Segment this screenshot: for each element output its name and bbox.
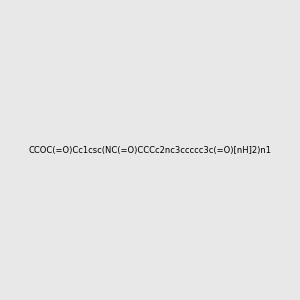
Text: CCOC(=O)Cc1csc(NC(=O)CCCc2nc3ccccc3c(=O)[nH]2)n1: CCOC(=O)Cc1csc(NC(=O)CCCc2nc3ccccc3c(=O)… [28, 146, 272, 154]
